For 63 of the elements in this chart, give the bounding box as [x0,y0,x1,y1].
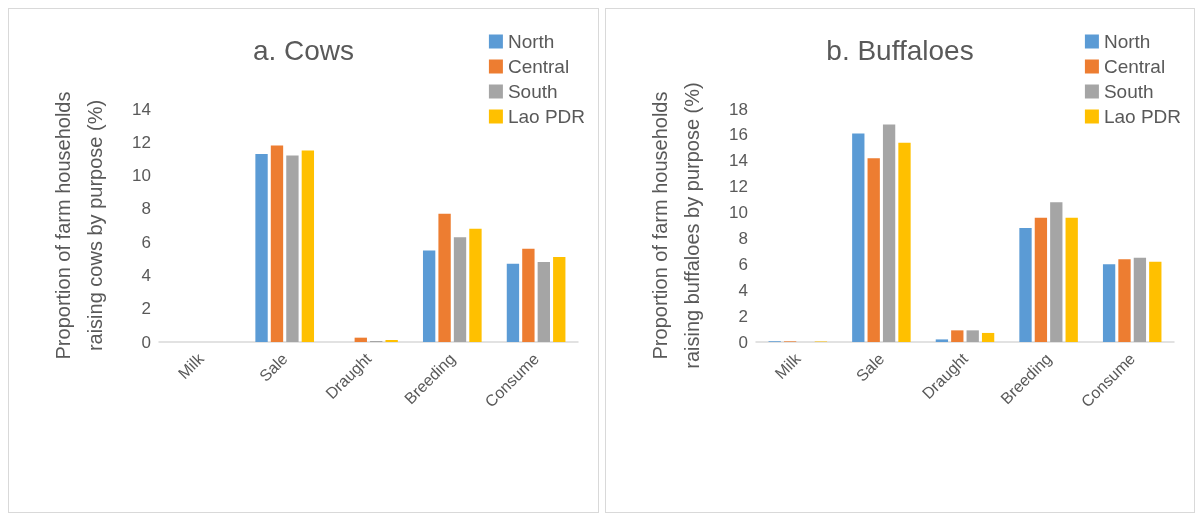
y-tick-label: 8 [738,228,748,248]
y-tick-label: 2 [738,306,748,326]
y-tick-label: 4 [141,265,151,285]
y-tick-label: 2 [141,299,151,319]
y-tick-label: 10 [132,166,151,186]
bar [270,145,284,342]
bar [898,142,911,342]
y-tick-label: 16 [729,125,748,145]
bar [935,339,949,342]
bar [852,133,865,342]
bar [1133,257,1147,342]
bar [469,228,482,342]
x-tick-label: Milk [174,349,208,383]
x-tick-label: Milk [771,349,805,383]
bar [1065,217,1078,342]
chart-title: a. Cows [252,34,355,66]
y-tick-label: 14 [729,151,748,171]
bar [1102,264,1116,342]
y-tick-label: 18 [729,99,748,119]
bar [422,250,436,342]
legend-label: Central [507,56,570,77]
legend-label: South [507,81,558,102]
legend-label: North [1103,31,1151,52]
bar [354,337,367,342]
chart-title: b. Buffaloes [826,34,974,66]
bar [882,124,896,342]
y-tick-label: 12 [132,132,151,152]
y-axis-title: Proportion of farm households raising cows by purpose (%) [52,91,106,360]
legend-label: Central [1103,56,1166,77]
bar [553,257,566,342]
y-tick-label: 6 [141,232,151,252]
y-tick-label: 10 [729,203,748,223]
bar [301,150,315,342]
legend-label: Lao PDR [507,106,586,127]
bar [255,153,268,342]
legend-label: South [1103,81,1154,102]
y-tick-label: 4 [738,280,748,300]
x-tick-label: Sale [256,349,291,385]
bar [966,330,979,342]
bar [537,262,550,342]
bar [1034,217,1048,342]
y-tick-label: 12 [729,177,748,197]
y-tick-label: 0 [141,332,151,352]
bar [1019,228,1032,342]
x-tick-label: Sale [852,349,888,385]
bar [438,213,451,342]
y-tick-label: 6 [738,254,748,274]
bar [951,330,964,342]
bar [981,332,995,342]
legend-label: Lao PDR [1103,106,1182,127]
bar [1149,261,1162,342]
bar [506,263,520,342]
y-axis-title: Proportion of farm households raising buffaloes by purpose (%) [649,82,703,369]
bar [867,158,880,342]
legend-label: North [507,31,555,52]
bar [1050,202,1063,342]
bar [286,155,299,342]
bar [522,248,535,342]
y-tick-label: 14 [132,99,151,119]
y-tick-label: 8 [141,199,151,219]
bar [453,237,467,342]
bar [1118,259,1131,342]
y-tick-label: 0 [738,332,748,352]
